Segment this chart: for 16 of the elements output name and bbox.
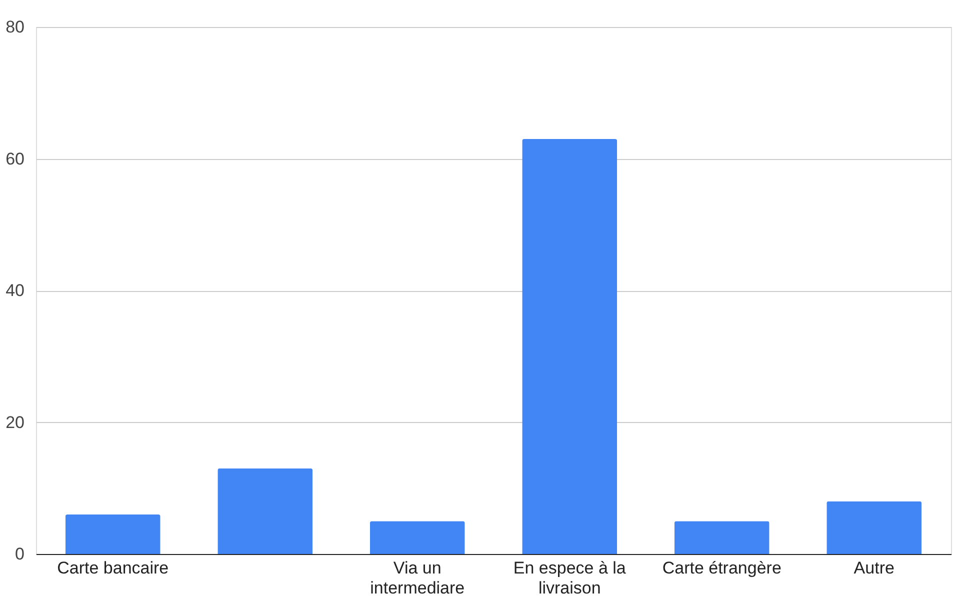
bar bbox=[370, 521, 465, 554]
y-tick-label: 60 bbox=[6, 149, 24, 168]
bar bbox=[218, 468, 313, 554]
bar bbox=[65, 514, 160, 554]
x-tick-label: Autre bbox=[854, 558, 894, 578]
y-tick-label: 40 bbox=[6, 281, 24, 300]
x-tick-label: Carte étrangère bbox=[662, 558, 782, 578]
y-tick-label: 80 bbox=[6, 18, 24, 36]
y-tick-label: 20 bbox=[6, 412, 24, 432]
bar bbox=[674, 521, 770, 554]
bar bbox=[826, 501, 922, 554]
x-tick-label: Carte bancaire bbox=[57, 558, 169, 578]
bar bbox=[522, 138, 618, 554]
x-tick-label: En espece à la livraison bbox=[513, 558, 626, 598]
y-tick-label: 0 bbox=[15, 544, 24, 564]
x-tick-label: Via un intermediare bbox=[370, 558, 465, 598]
